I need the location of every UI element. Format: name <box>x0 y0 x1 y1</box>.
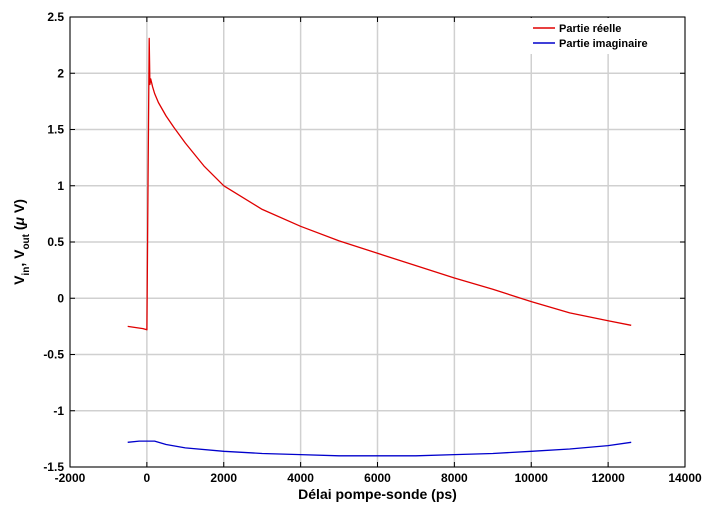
y-axis-label-part: ( <box>11 225 27 234</box>
x-tick-label: -2000 <box>55 471 86 485</box>
legend: Partie réelle Partie imaginaire <box>529 18 679 54</box>
legend-label: Partie imaginaire <box>559 38 648 50</box>
y-axis-label-part: out <box>21 233 32 249</box>
x-tick-label: 6000 <box>364 471 391 485</box>
x-axis-label: Délai pompe-sonde (ps) <box>298 486 457 502</box>
y-axis-label-part: μ <box>11 216 27 226</box>
x-tick-label: 0 <box>144 471 151 485</box>
y-axis-label-part: V <box>11 275 27 285</box>
y-axis-label-part: , V <box>11 249 27 267</box>
y-tick-label: 2 <box>57 66 64 80</box>
y-axis-label-part: in <box>21 267 32 276</box>
y-tick-label: -1.5 <box>43 460 64 474</box>
grid-lines <box>69 16 686 468</box>
legend-box <box>529 18 679 54</box>
series-line-imaginary <box>127 440 632 457</box>
x-tick-label: 2000 <box>210 471 237 485</box>
axis-ticks: -2000 0 2000 4000 6000 8000 10000 12000 14000 -1.… <box>43 10 702 485</box>
x-tick-label: 14000 <box>668 471 702 485</box>
series-line-real <box>127 37 632 331</box>
y-axis-label: Vin, Vout (μ V) <box>11 199 32 285</box>
y-tick-label: 2.5 <box>47 10 64 24</box>
x-tick-label: 4000 <box>287 471 314 485</box>
legend-label: Partie réelle <box>559 23 621 35</box>
y-axis-label-part: V) <box>11 199 27 217</box>
x-tick-label: 8000 <box>441 471 468 485</box>
y-tick-label: 1.5 <box>47 123 64 137</box>
y-tick-label: -1 <box>53 404 64 418</box>
y-tick-label: 1 <box>57 179 64 193</box>
y-tick-label: 0.5 <box>47 235 64 249</box>
series-layer <box>127 37 632 457</box>
y-tick-label: 0 <box>57 291 64 305</box>
x-tick-label: 10000 <box>515 471 549 485</box>
y-tick-label: -0.5 <box>43 348 64 362</box>
x-tick-label: 12000 <box>591 471 625 485</box>
